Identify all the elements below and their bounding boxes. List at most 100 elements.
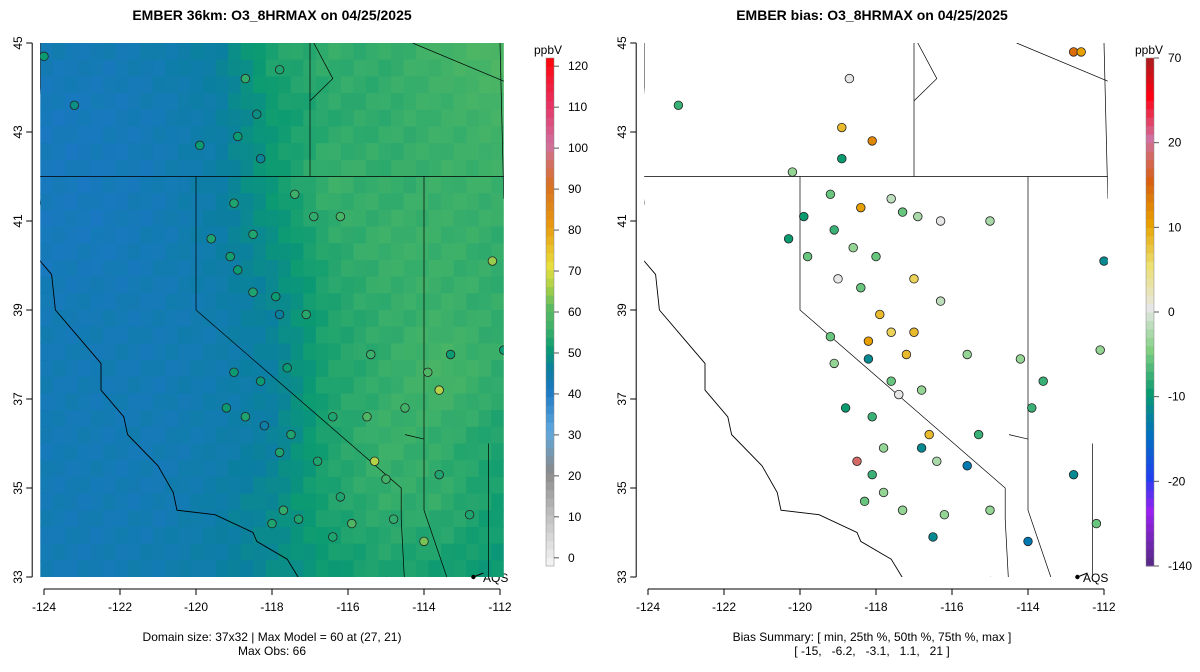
grid-cell [478,109,492,128]
grid-cell [391,76,405,94]
grid-cell [77,460,91,478]
grid-cell [466,460,480,478]
grid-cell [378,326,392,344]
grid-cell [315,76,329,94]
grid-cell [453,460,467,478]
grid-cell [178,443,192,461]
left-cbar-label: ppbV [534,43,562,57]
colorbar-swatch [1146,235,1154,245]
grid-cell [228,560,242,577]
grid-cell [290,526,304,545]
grid-cell [152,159,167,178]
grid-cell [315,476,329,495]
grid-cell [90,176,104,194]
grid-cell [190,209,204,228]
grid-cell [65,59,79,77]
grid-cell [378,76,392,94]
colorbar-swatch [1146,269,1154,279]
grid-cell [203,410,217,428]
grid-cell [115,76,129,94]
grid-cell [416,193,430,211]
colorbar-swatch [1146,201,1154,211]
grid-cell [90,93,104,111]
grid-cell [115,393,129,411]
grid-cell [290,209,304,228]
grid-cell [140,393,154,411]
grid-cell [65,143,79,161]
grid-cell [365,143,380,161]
grid-cell [466,476,480,495]
grid-cell [140,343,154,361]
grid-cell [40,59,54,77]
grid-cell [290,143,304,161]
grid-cell [215,126,229,144]
grid-cell [353,93,367,111]
grid-cell [52,310,66,328]
grid-cell [491,176,504,194]
state-boundary [499,43,504,199]
grid-cell [340,109,355,128]
grid-cell [178,476,192,495]
grid-cell [52,460,66,478]
state-boundary [309,43,334,102]
grid-cell [102,143,116,161]
grid-cell [65,176,79,194]
grid-cell [253,259,267,278]
grid-cell [353,143,367,161]
grid-cell [466,226,480,244]
grid-cell [228,176,242,194]
grid-cell [190,393,204,411]
grid-cell [140,93,154,111]
grid-cell [65,443,79,461]
grid-cell [127,276,142,294]
station-marker [434,385,444,395]
colorbar-swatch [546,506,554,516]
grid-cell [115,93,129,111]
grid-cell [140,43,154,61]
grid-cell [127,460,142,478]
station-marker [935,296,946,306]
grid-cell [340,143,355,161]
grid-cell [278,143,292,161]
grid-cell [203,209,217,228]
grid-cell [178,510,192,528]
grid-cell [152,93,167,111]
grid-cell [190,76,204,94]
grid-cell [152,343,167,361]
grid-cell [115,443,129,461]
grid-cell [152,259,167,278]
grid-cell [278,159,292,178]
grid-cell [102,376,116,395]
grid-cell [278,526,292,545]
grid-cell [403,443,417,461]
grid-cell [152,493,167,511]
grid-cell [278,393,292,411]
grid-cell [52,109,66,128]
grid-cell [152,226,167,244]
grid-cell [265,209,279,228]
colorbar-swatch [546,278,554,288]
colorbar-swatch [546,125,554,135]
grid-cell [428,226,442,244]
grid-cell [115,543,129,561]
grid-cell [165,410,179,428]
grid-cell [253,226,267,244]
grid-cell [290,343,304,361]
grid-cell [228,376,242,395]
grid-cell [416,276,430,294]
grid-cell [391,560,405,577]
grid-cell [265,410,279,428]
grid-cell [102,59,116,77]
grid-cell [165,126,179,144]
aqs-legend-line [1077,572,1088,578]
right-colorbar: 70 20 10 0 -10 -20 -140 [1145,51,1192,573]
aqs-legend-line [473,572,484,578]
grid-cell [428,126,442,144]
station-marker [867,412,877,422]
colorbar-tick-label: 60 [568,305,582,319]
grid-cell [303,326,317,344]
grid-cell [428,410,442,428]
station-marker [932,456,942,467]
station-marker [973,429,984,440]
grid-cell [65,376,79,395]
